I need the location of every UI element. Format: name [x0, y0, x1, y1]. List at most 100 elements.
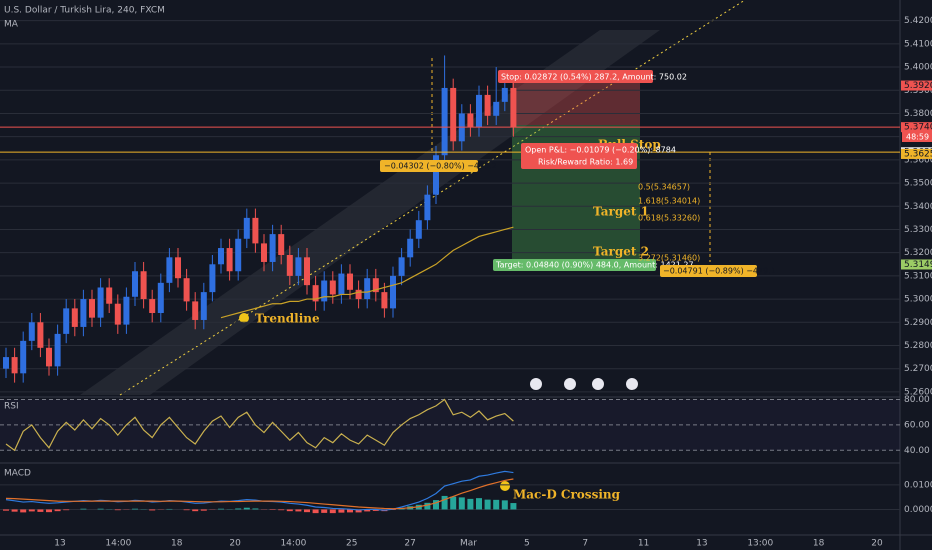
- histogram-bar: [63, 509, 70, 511]
- candle-body: [372, 278, 379, 293]
- candle-body: [252, 217, 259, 244]
- x-tick-label: 14:00: [280, 539, 306, 549]
- event-icon: [592, 378, 604, 390]
- candle-body: [149, 299, 156, 314]
- y-tick-label: 5.42000: [904, 16, 932, 26]
- x-tick-label: 11: [638, 539, 649, 549]
- label-bg: [493, 259, 656, 271]
- histogram-bar: [192, 509, 199, 512]
- histogram-bar: [11, 509, 18, 512]
- x-tick-label: 20: [229, 539, 241, 549]
- histogram-bar: [37, 509, 44, 512]
- histogram-bar: [132, 508, 138, 510]
- plot-layer: 5.26000 5.27000 5.28000 5.29000 5.30000 5.310…: [0, 16, 932, 515]
- candle-body: [381, 292, 388, 309]
- histogram-bar: [484, 499, 491, 510]
- y-tick-label: 5.28000: [904, 341, 932, 351]
- histogram-bar: [493, 499, 500, 510]
- candle-body: [106, 287, 113, 304]
- target-label: Target: 0.04840 (0.90%) 484.0, Amount: 1…: [495, 261, 694, 270]
- annotation: Target 1: [593, 205, 649, 219]
- price-tag: [901, 148, 932, 159]
- candle-body: [415, 220, 422, 239]
- histogram-bar: [183, 509, 190, 511]
- candle-body: [304, 257, 310, 286]
- histogram-bar: [200, 509, 207, 511]
- histogram-bar: [295, 509, 302, 512]
- marker: [239, 313, 249, 323]
- x-tick-label: 18: [171, 539, 183, 549]
- histogram-bar: [424, 502, 431, 510]
- candle-body: [329, 280, 336, 295]
- histogram-bar: [347, 509, 353, 513]
- histogram-bar: [304, 509, 310, 513]
- histogram-bar: [338, 509, 345, 513]
- candle-body: [493, 101, 500, 116]
- candle-body: [209, 264, 216, 293]
- x-tick-label: 20: [871, 539, 883, 549]
- candle-body: [123, 296, 130, 325]
- price-axis: [900, 0, 932, 550]
- candle-body: [97, 287, 104, 318]
- candle-body: [132, 271, 138, 297]
- x-tick-label: Mar: [460, 539, 477, 549]
- candle-body: [243, 217, 250, 239]
- candle-body: [501, 87, 508, 102]
- histogram-bar: [321, 509, 328, 513]
- y-tick-label: 5.31000: [904, 271, 932, 281]
- histogram-bar: [46, 509, 52, 513]
- candle-body: [441, 87, 448, 156]
- fib-label: 0.618(5.33260): [638, 214, 700, 223]
- candle-body: [20, 340, 27, 374]
- histogram-bar: [20, 509, 27, 513]
- range-label: −0.04791 (−0.89%) −479.1: [663, 267, 776, 276]
- histogram-bar: [510, 503, 517, 510]
- price-tag: [901, 259, 932, 270]
- candle-body: [424, 194, 431, 221]
- histogram-bar: [476, 498, 482, 510]
- histogram-bar: [458, 497, 465, 510]
- fib-label: 0.5(5.34657): [638, 183, 690, 192]
- candle-body: [295, 257, 302, 276]
- candle-body: [269, 234, 276, 262]
- price-tag: [901, 80, 932, 91]
- candle-body: [183, 278, 190, 302]
- event-icon: [626, 378, 638, 390]
- histogram-bar: [441, 495, 448, 510]
- y-tick-label: 5.29000: [904, 318, 932, 328]
- candle-body: [226, 248, 233, 272]
- histogram-bar: [450, 496, 457, 510]
- event-icon: [564, 378, 576, 390]
- rsi-line: [5, 398, 514, 452]
- x-tick-label: 5: [524, 539, 530, 549]
- marker: [500, 481, 510, 491]
- candle-body: [355, 289, 362, 300]
- x-tick-label: 18: [813, 539, 825, 549]
- range-label: −0.04302 (−0.80%) −430.2: [384, 162, 497, 171]
- chart-title: U.S. Dollar / Turkish Lira, 240, FXCM: [4, 6, 165, 16]
- histogram-bar: [28, 509, 35, 512]
- y-tick-label: 5.41000: [904, 39, 932, 49]
- stop-label: Stop: 0.02872 (0.54%) 287.2, Amount: 750…: [501, 73, 687, 82]
- histogram-bar: [218, 508, 224, 510]
- y-tick-label: 5.38000: [904, 109, 932, 119]
- label-bg: [380, 160, 478, 172]
- x-tick-label: 13: [54, 539, 65, 549]
- annotation: Trendline: [255, 312, 320, 326]
- candle-body: [235, 238, 242, 272]
- label-bg: [521, 143, 637, 169]
- candle-body: [37, 322, 44, 348]
- y-tick-label: 80.00: [904, 395, 930, 405]
- candle-body: [312, 285, 319, 302]
- y-tick-label: 5.40000: [904, 63, 932, 73]
- candle-body: [175, 257, 181, 279]
- y-tick-label: 5.34000: [904, 202, 932, 212]
- candle-body: [192, 301, 199, 320]
- histogram-bar: [433, 500, 439, 510]
- signal-line: [5, 478, 514, 510]
- y-tick-label: 60.00: [904, 420, 930, 430]
- rsi-title: RSI: [4, 402, 19, 412]
- candle-body: [321, 280, 328, 302]
